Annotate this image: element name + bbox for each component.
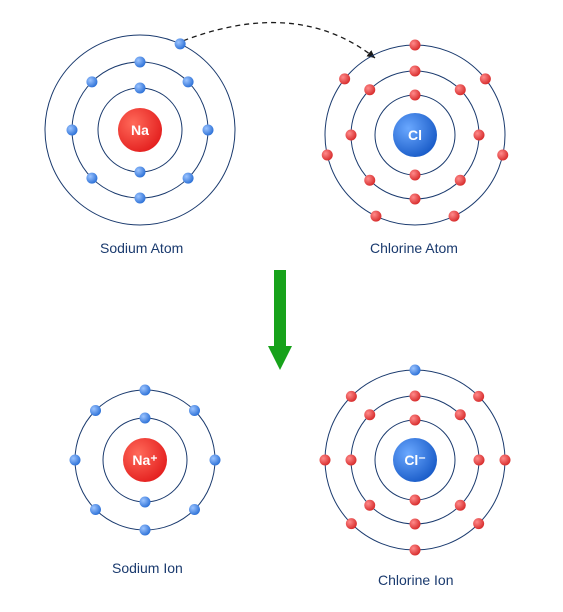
electron [183, 173, 194, 184]
electron [410, 40, 421, 51]
electron [346, 391, 357, 402]
electron [210, 455, 221, 466]
electron [364, 84, 375, 95]
electron [86, 76, 97, 87]
electron [364, 175, 375, 186]
electron [410, 519, 421, 530]
nucleus-symbol: Cl⁻ [404, 452, 425, 468]
electron [183, 76, 194, 87]
electron [70, 455, 81, 466]
electron [320, 455, 331, 466]
electron [410, 545, 421, 556]
electron [480, 73, 491, 84]
electron [135, 167, 146, 178]
na_ion: Na⁺ [70, 385, 221, 536]
electron [410, 495, 421, 506]
electron [140, 413, 151, 424]
electron [189, 504, 200, 515]
electron [346, 130, 357, 141]
electron [140, 385, 151, 396]
electron [455, 175, 466, 186]
nucleus-symbol: Na⁺ [132, 452, 157, 468]
electron [410, 90, 421, 101]
electron [135, 57, 146, 68]
electron [364, 500, 375, 511]
electron [370, 211, 381, 222]
electron [67, 125, 78, 136]
electron [140, 525, 151, 536]
cl_atom: Cl [322, 40, 508, 226]
electron [497, 150, 508, 161]
electron [410, 170, 421, 181]
electron [474, 455, 485, 466]
electron [410, 194, 421, 205]
electron [140, 497, 151, 508]
electron [455, 500, 466, 511]
electron [189, 405, 200, 416]
cl_ion: Cl⁻ [320, 365, 511, 556]
electron [135, 193, 146, 204]
electron [364, 409, 375, 420]
electron [410, 391, 421, 402]
electron [410, 66, 421, 77]
electron [455, 84, 466, 95]
electron [86, 173, 97, 184]
electron [322, 150, 333, 161]
electron [339, 73, 350, 84]
electron [135, 83, 146, 94]
electron [346, 455, 357, 466]
electron [90, 504, 101, 515]
diagram-canvas: Sodium AtomChlorine AtomSodium IonChlori… [0, 0, 563, 612]
reaction-arrow-icon [268, 270, 292, 370]
electron [90, 405, 101, 416]
electron [500, 455, 511, 466]
electron [473, 518, 484, 529]
electron [455, 409, 466, 420]
na_atom: Na [45, 35, 235, 225]
nucleus-symbol: Cl [408, 127, 422, 143]
electron [474, 130, 485, 141]
electron [449, 211, 460, 222]
electron [346, 518, 357, 529]
electron [203, 125, 214, 136]
electron [175, 38, 186, 49]
electron-transfer-arrow [175, 23, 375, 58]
electron [410, 415, 421, 426]
electron [473, 391, 484, 402]
electron [410, 365, 421, 376]
nucleus-symbol: Na [131, 122, 149, 138]
